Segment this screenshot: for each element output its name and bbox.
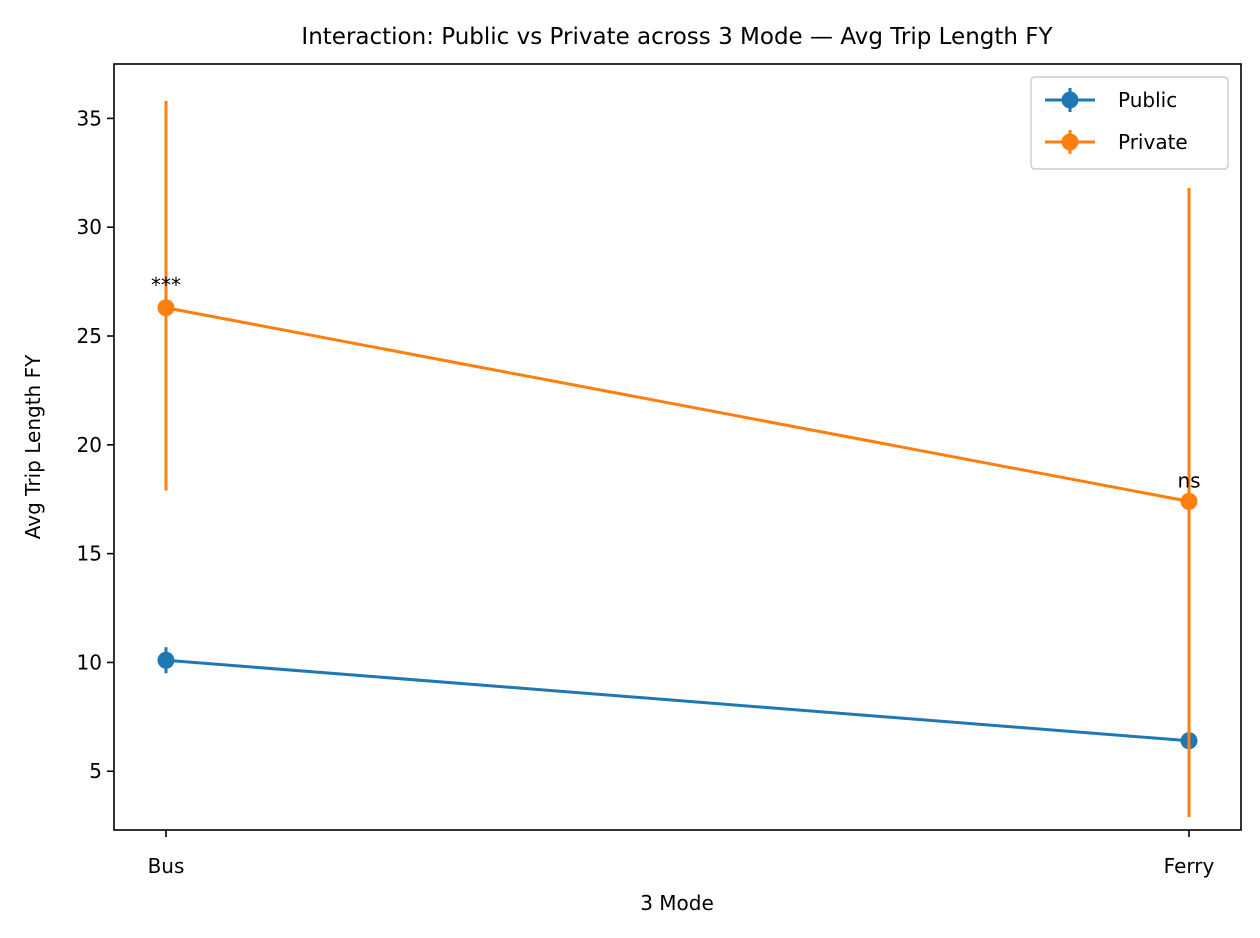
significance-annotation: ns — [1177, 469, 1200, 493]
x-tick-label: Bus — [148, 854, 185, 878]
y-axis-label: Avg Trip Length FY — [21, 354, 45, 539]
y-axis: 5 10 15 20 25 30 35 — [77, 106, 114, 783]
y-tick-label: 5 — [89, 759, 102, 783]
x-axis: Bus Ferry — [148, 830, 1215, 878]
y-tick-label: 10 — [77, 650, 102, 674]
chart-title: Interaction: Public vs Private across 3 … — [301, 24, 1053, 50]
legend-swatch-marker — [1061, 133, 1079, 151]
y-tick-label: 35 — [77, 106, 102, 130]
legend-label-public: Public — [1118, 88, 1177, 112]
y-tick-label: 25 — [77, 324, 102, 348]
legend-swatch-marker — [1061, 91, 1079, 109]
data-point — [157, 299, 175, 317]
legend: Public Private — [1030, 76, 1229, 170]
plot-area-frame — [113, 63, 1242, 831]
y-tick-label: 20 — [77, 433, 102, 457]
legend-label-private: Private — [1118, 130, 1188, 154]
significance-annotation: *** — [151, 273, 181, 297]
annotation-layer: *** ns — [151, 273, 1201, 493]
series-line — [165, 658, 1190, 743]
series-layer — [157, 100, 1198, 817]
y-tick-label: 15 — [77, 542, 102, 566]
y-tick-label: 30 — [77, 215, 102, 239]
series-public — [157, 647, 1198, 796]
data-point — [157, 651, 175, 669]
series-private — [157, 100, 1198, 817]
x-axis-label: 3 Mode — [640, 891, 714, 915]
data-point — [1180, 492, 1198, 510]
x-tick-label: Ferry — [1164, 854, 1215, 878]
series-line — [165, 306, 1190, 503]
